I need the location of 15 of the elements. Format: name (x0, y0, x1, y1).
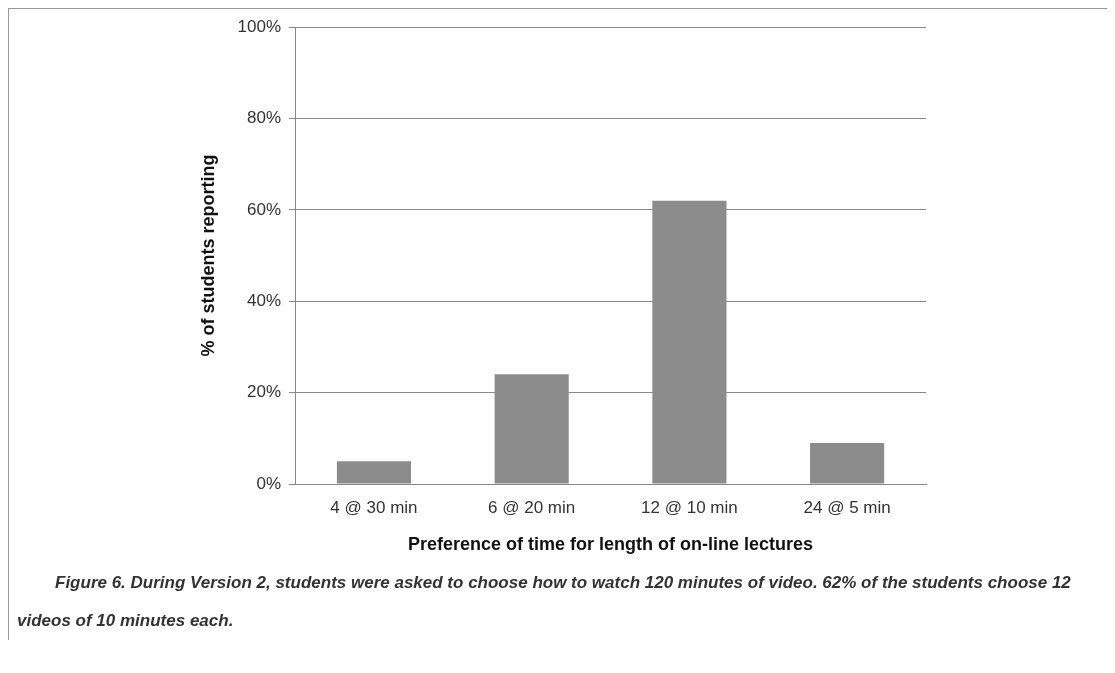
caption: Figure 6. During Version 2, students were asked to choose how to watch 120 minutes of video. 62% of the students choose 12 videos of 10 minutes each. (16, 572, 1072, 632)
bar (810, 442, 885, 484)
bar (336, 461, 412, 484)
x-tick-label: 12 @ 10 min (641, 497, 738, 517)
y-tick-label: 100% (237, 16, 282, 36)
x-tick-label: 24 @ 5 min (803, 497, 891, 517)
y-tick-label: 20% (247, 382, 282, 402)
y-tick-label: 60% (247, 199, 282, 219)
x-tick-label: 6 @ 20 min (488, 497, 576, 517)
y-axis-title: % of students reporting (197, 154, 218, 357)
x-axis-title: Preference of time for length of on-line lectures (408, 534, 814, 555)
x-tick-label: 4 @ 30 min (330, 497, 418, 517)
y-tick-label: 80% (247, 108, 282, 128)
y-tick-label: 0% (256, 473, 282, 493)
y-tick-label: 40% (247, 290, 282, 310)
